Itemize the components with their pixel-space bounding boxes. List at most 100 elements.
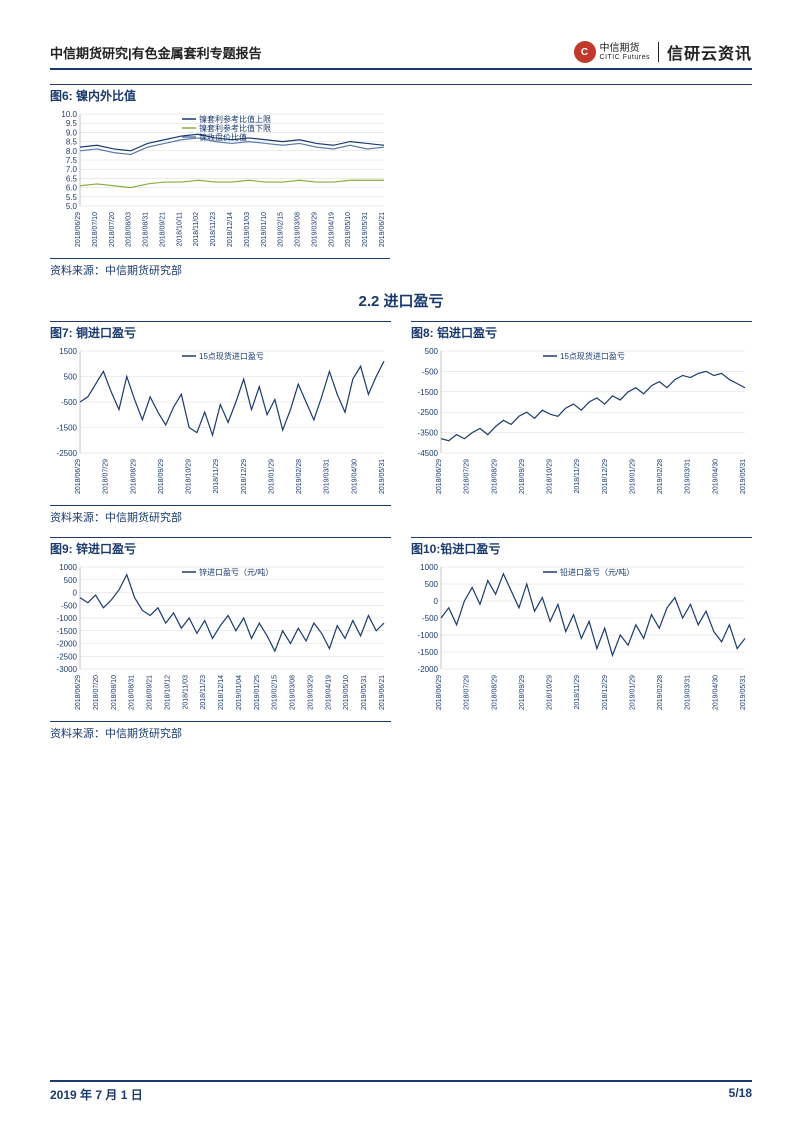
svg-text:2019/05/31: 2019/05/31 (379, 459, 386, 494)
svg-text:2018/07/20: 2018/07/20 (93, 675, 100, 710)
logo-en: CITIC Futures (600, 54, 650, 61)
svg-text:2019/05/10: 2019/05/10 (345, 212, 352, 247)
svg-text:2019/03/29: 2019/03/29 (307, 675, 314, 710)
svg-text:2018/07/10: 2018/07/10 (92, 212, 99, 247)
svg-text:2019/04/30: 2019/04/30 (351, 459, 358, 494)
svg-text:-1500: -1500 (418, 388, 439, 397)
svg-text:10.0: 10.0 (61, 110, 77, 119)
svg-text:2019/02/28: 2019/02/28 (657, 459, 664, 494)
fig7-chart: -2500-1500-50050015002018/06/292018/07/2… (50, 343, 391, 503)
figure-6: 图6: 镍内外比值 5.05.56.06.57.07.58.08.59.09.5… (50, 84, 752, 278)
svg-text:2018/12/29: 2018/12/29 (602, 675, 609, 710)
svg-text:2018/09/21: 2018/09/21 (147, 675, 154, 710)
svg-text:2019/03/31: 2019/03/31 (324, 459, 331, 494)
svg-text:2018/12/29: 2018/12/29 (602, 459, 609, 494)
svg-text:2019/05/31: 2019/05/31 (740, 459, 747, 494)
svg-text:-2000: -2000 (418, 665, 439, 674)
svg-text:2018/11/29: 2018/11/29 (574, 675, 581, 710)
svg-text:-1500: -1500 (57, 424, 78, 433)
fig7-title: 图7: 铜进口盈亏 (50, 321, 391, 341)
svg-text:2019/02/15: 2019/02/15 (278, 212, 285, 247)
svg-text:-2500: -2500 (57, 449, 78, 458)
svg-text:2019/03/29: 2019/03/29 (311, 212, 318, 247)
header-title: 中信期货研究|有色金属套利专题报告 (50, 43, 262, 62)
svg-text:2018/06/29: 2018/06/29 (436, 459, 443, 494)
svg-text:7.0: 7.0 (66, 165, 78, 174)
svg-text:2018/08/31: 2018/08/31 (129, 675, 136, 710)
svg-text:2018/07/29: 2018/07/29 (464, 675, 471, 710)
svg-text:2018/08/29: 2018/08/29 (130, 459, 137, 494)
svg-text:1000: 1000 (59, 563, 77, 572)
svg-text:2018/10/12: 2018/10/12 (164, 675, 171, 710)
svg-text:2019/03/31: 2019/03/31 (685, 459, 692, 494)
svg-text:8.0: 8.0 (66, 147, 78, 156)
svg-text:2019/04/19: 2019/04/19 (328, 212, 335, 247)
svg-text:2019/01/25: 2019/01/25 (254, 675, 261, 710)
svg-text:500: 500 (64, 576, 78, 585)
svg-text:500: 500 (64, 373, 78, 382)
svg-text:0: 0 (434, 597, 439, 606)
footer-page: 5/18 (729, 1086, 752, 1103)
svg-text:-1000: -1000 (418, 631, 439, 640)
svg-text:-500: -500 (61, 398, 78, 407)
svg-text:2018/08/29: 2018/08/29 (491, 459, 498, 494)
logo-icon: C (574, 41, 596, 63)
svg-text:500: 500 (425, 580, 439, 589)
svg-text:2018/08/29: 2018/08/29 (491, 675, 498, 710)
svg-text:2018/09/29: 2018/09/29 (158, 459, 165, 494)
svg-text:2018/11/23: 2018/11/23 (210, 212, 217, 247)
svg-text:1000: 1000 (420, 563, 438, 572)
svg-text:-1500: -1500 (57, 627, 78, 636)
svg-text:6.0: 6.0 (66, 184, 78, 193)
fig9-title: 图9: 锌进口盈亏 (50, 537, 391, 557)
svg-text:2019/06/21: 2019/06/21 (379, 212, 386, 247)
svg-text:0: 0 (73, 589, 78, 598)
svg-text:2018/08/03: 2018/08/03 (126, 212, 133, 247)
svg-text:镍套利参考比值上限: 镍套利参考比值上限 (199, 114, 271, 124)
fig7-source: 资料来源：中信期货研究部 (50, 505, 391, 525)
fig10-chart: -2000-1500-1000-500050010002018/06/29201… (411, 559, 752, 719)
fig10-title: 图10:铅进口盈亏 (411, 537, 752, 557)
svg-text:-500: -500 (422, 367, 439, 376)
svg-text:2018/09/29: 2018/09/29 (519, 675, 526, 710)
svg-text:2019/05/10: 2019/05/10 (343, 675, 350, 710)
svg-text:5.5: 5.5 (66, 193, 78, 202)
svg-text:2018/06/29: 2018/06/29 (436, 675, 443, 710)
svg-text:-500: -500 (61, 601, 78, 610)
svg-text:2019/01/04: 2019/01/04 (236, 675, 243, 710)
svg-text:2018/07/20: 2018/07/20 (109, 212, 116, 247)
svg-text:9.5: 9.5 (66, 119, 78, 128)
figure-8: 图8: 铝进口盈亏 -4500-3500-2500-1500-500500201… (411, 321, 752, 525)
svg-text:9.0: 9.0 (66, 128, 78, 137)
svg-text:-2500: -2500 (418, 408, 439, 417)
svg-text:-1000: -1000 (57, 614, 78, 623)
svg-text:2018/06/29: 2018/06/29 (75, 675, 82, 710)
svg-text:15点现货进口盈亏: 15点现货进口盈亏 (199, 351, 264, 361)
svg-text:2018/07/29: 2018/07/29 (103, 459, 110, 494)
svg-text:2019/02/28: 2019/02/28 (657, 675, 664, 710)
svg-text:2018/06/29: 2018/06/29 (75, 212, 82, 247)
fig9-chart: -3000-2500-2000-1500-1000-50005001000201… (50, 559, 391, 719)
svg-text:8.5: 8.5 (66, 138, 78, 147)
svg-text:2018/07/29: 2018/07/29 (464, 459, 471, 494)
svg-text:2019/04/30: 2019/04/30 (712, 675, 719, 710)
svg-text:2018/11/29: 2018/11/29 (574, 459, 581, 494)
page-header: 中信期货研究|有色金属套利专题报告 C 中信期货 CITIC Futures 信… (50, 40, 752, 70)
svg-text:2018/11/02: 2018/11/02 (193, 212, 200, 247)
svg-text:2019/01/29: 2019/01/29 (268, 459, 275, 494)
svg-text:2019/01/29: 2019/01/29 (629, 459, 636, 494)
svg-text:2018/12/14: 2018/12/14 (227, 212, 234, 247)
svg-text:2018/10/29: 2018/10/29 (186, 459, 193, 494)
fig8-chart: -4500-3500-2500-1500-5005002018/06/29201… (411, 343, 752, 503)
svg-text:2019/02/15: 2019/02/15 (272, 675, 279, 710)
svg-text:2019/01/10: 2019/01/10 (261, 212, 268, 247)
svg-text:2019/05/31: 2019/05/31 (362, 212, 369, 247)
svg-text:6.5: 6.5 (66, 174, 78, 183)
svg-text:2018/10/29: 2018/10/29 (547, 459, 554, 494)
svg-text:-1500: -1500 (418, 648, 439, 657)
svg-text:-4500: -4500 (418, 449, 439, 458)
header-logo-group: C 中信期货 CITIC Futures 信研云资讯 (574, 40, 752, 64)
svg-text:-3500: -3500 (418, 429, 439, 438)
svg-text:2018/11/29: 2018/11/29 (213, 459, 220, 494)
svg-text:2018/08/31: 2018/08/31 (143, 212, 150, 247)
